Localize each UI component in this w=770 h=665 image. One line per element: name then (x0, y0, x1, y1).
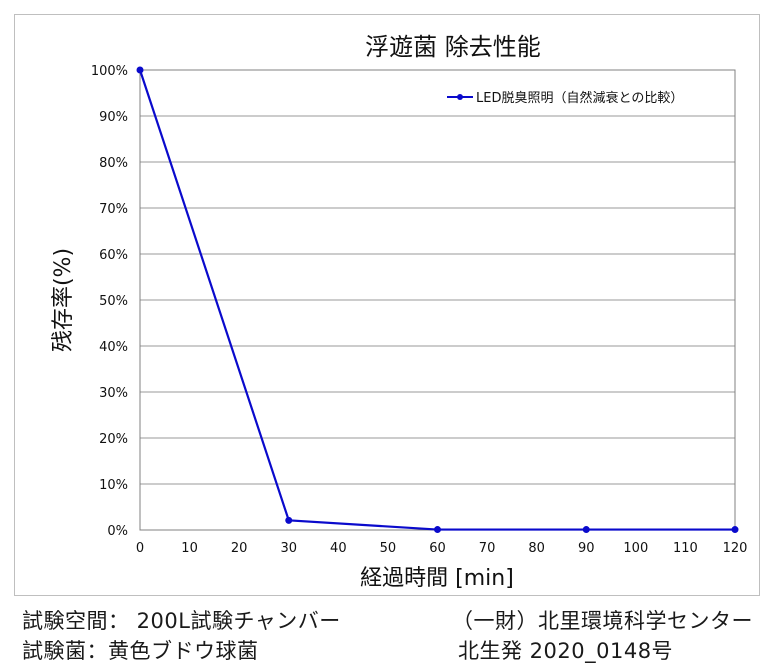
x-tick-label: 0 (136, 541, 144, 556)
x-tick-label: 110 (673, 541, 698, 556)
legend: LED脱臭照明（自然減衰との比較） (447, 90, 683, 106)
y-tick-label: 20% (99, 432, 128, 447)
y-tick-label: 90% (99, 110, 128, 125)
y-tick-label: 100% (91, 64, 128, 79)
x-tick-label: 70 (479, 541, 496, 556)
chart-canvas: 浮遊菌 除去性能 0% 10% 20% 30% 40% 50% 60% 70% 80% 90% 10… (51, 33, 748, 591)
x-axis-label: 経過時間 [min] (360, 566, 514, 591)
legend-marker (457, 94, 463, 100)
data-point (582, 526, 590, 534)
x-tick-label: 20 (231, 541, 248, 556)
y-tick-label: 0% (107, 524, 128, 539)
x-tick-label: 30 (280, 541, 297, 556)
data-point (731, 526, 739, 534)
x-tick-label: 60 (429, 541, 446, 556)
y-tick-label: 40% (99, 340, 128, 355)
x-tick-label: 10 (181, 541, 198, 556)
y-tick-label: 10% (99, 478, 128, 493)
x-tick-label: 40 (330, 541, 347, 556)
y-tick-label: 50% (99, 294, 128, 309)
legend-label: LED脱臭照明（自然減衰との比較） (476, 90, 683, 106)
y-axis-label: 残存率(%) (51, 248, 76, 352)
testing-organization: （一財）北里環境科学センター (452, 609, 753, 633)
test-bacteria-note: 試験菌：黄色ブドウ球菌 (22, 639, 259, 663)
y-tick-label: 70% (99, 202, 128, 217)
y-axis-ticks: 0% 10% 20% 30% 40% 50% 60% 70% 80% 90% 100% (91, 64, 128, 539)
gridlines (140, 115, 735, 485)
x-tick-label: 120 (723, 541, 748, 556)
x-tick-label: 80 (528, 541, 545, 556)
y-tick-label: 30% (99, 386, 128, 401)
chart-title: 浮遊菌 除去性能 (365, 33, 541, 61)
x-tick-label: 100 (623, 541, 648, 556)
x-axis-ticks: 0 10 20 30 40 50 60 70 80 90 100 110 120 (136, 541, 748, 556)
data-point (136, 66, 144, 74)
x-tick-label: 50 (380, 541, 397, 556)
test-space-note: 試験空間： 200L試験チャンバー (22, 609, 341, 633)
data-point (434, 526, 441, 534)
y-tick-label: 80% (99, 156, 128, 171)
series-layer (136, 66, 739, 534)
x-tick-label: 90 (578, 541, 595, 556)
y-tick-label: 60% (99, 248, 128, 263)
data-point (285, 516, 293, 524)
report-number: 北生発 2020_0148号 (458, 639, 674, 663)
chart-frame: 浮遊菌 除去性能 0% 10% 20% 30% 40% 50% 60% 70% 80% 90% 10… (14, 14, 760, 596)
